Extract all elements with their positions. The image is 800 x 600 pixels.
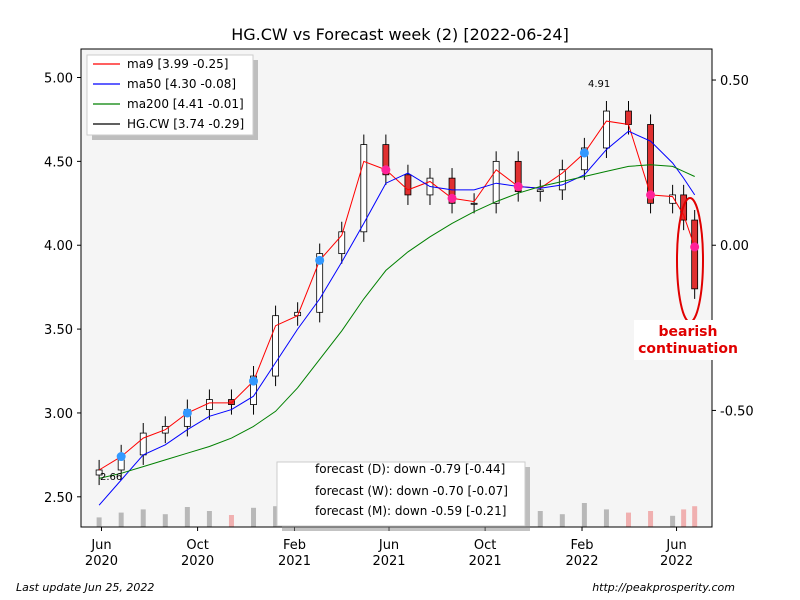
y-left-tick-label: 4.50	[44, 155, 73, 170]
candle-body	[382, 144, 390, 176]
footer-last-update: Last update Jun 25, 2022	[16, 581, 154, 594]
buy-marker	[249, 376, 259, 386]
volume-bar	[251, 507, 257, 527]
x-tick-year: 2021	[372, 554, 405, 569]
y-left-tick-label: 2.50	[44, 491, 73, 506]
volume-bar	[273, 506, 279, 527]
x-tick-year: 2020	[85, 554, 118, 569]
volume-bar	[118, 512, 124, 527]
footer-url: http://peakprosperity.com	[592, 581, 735, 594]
sell-marker	[381, 165, 391, 175]
buy-marker	[116, 452, 126, 462]
candle-body	[514, 160, 522, 192]
volume-bar	[162, 514, 168, 527]
candle-body	[338, 231, 346, 255]
x-tick-month: Oct	[186, 538, 208, 553]
volume-bar	[96, 517, 102, 527]
series-line-ma200	[98, 164, 695, 479]
y-left-tick-label: 3.00	[44, 407, 73, 422]
sell-marker	[513, 182, 523, 192]
sell-marker	[447, 193, 457, 203]
candle-body	[669, 194, 677, 204]
candle-body	[139, 432, 147, 456]
candle-body	[558, 169, 566, 191]
candle-body	[691, 219, 699, 290]
candle-body	[250, 375, 257, 405]
volume-bar	[670, 515, 676, 527]
volume-bar	[692, 506, 698, 527]
candle-body	[272, 315, 279, 377]
candle-body	[448, 177, 456, 204]
y-left-tick-label: 4.00	[44, 239, 73, 254]
volume-bar	[581, 503, 587, 527]
candle-body	[316, 253, 324, 313]
buy-marker	[579, 148, 589, 158]
y-right-tick-label: 0.50	[720, 74, 749, 89]
candle-body	[360, 144, 368, 233]
volume-bar	[559, 514, 565, 527]
low-annotation: 2.66	[100, 472, 122, 483]
x-tick-month: Feb	[283, 538, 306, 553]
legend-label-price: HG.CW [3.74 -0.29]	[127, 117, 244, 131]
volume-bar	[625, 512, 631, 527]
x-tick-year: 2020	[181, 554, 214, 569]
volume-bar	[184, 507, 190, 527]
buy-marker	[182, 408, 192, 418]
x-tick-month: Oct	[474, 538, 496, 553]
sell-marker	[690, 242, 700, 252]
volume-bar	[681, 509, 687, 527]
forecast-daily: forecast (D): down -0.79 [-0.44]	[315, 462, 505, 476]
x-tick-year: 2022	[660, 554, 693, 569]
signal-text-1: bearish	[659, 324, 718, 340]
candle-body	[647, 124, 654, 204]
candle-body	[206, 399, 213, 410]
x-tick-month: Jun	[378, 538, 399, 553]
forecast-monthly: forecast (M): down -0.59 [-0.21]	[315, 504, 506, 518]
buy-marker	[315, 255, 325, 265]
signal-text-2: continuation	[638, 341, 738, 357]
volume-bar	[206, 511, 212, 527]
volume-bar	[648, 511, 654, 527]
y-left-tick-label: 5.00	[44, 72, 73, 87]
x-tick-year: 2021	[469, 554, 502, 569]
x-tick-month: Jun	[665, 538, 686, 553]
candle-body	[625, 110, 632, 125]
signal-bg	[634, 320, 738, 360]
chart-title: HG.CW vs Forecast week (2) [2022-06-24]	[231, 25, 569, 44]
x-tick-year: 2022	[565, 554, 598, 569]
x-tick-year: 2021	[278, 554, 311, 569]
legend-label-ma50: ma50 [4.30 -0.08]	[127, 77, 236, 91]
x-tick-month: Feb	[571, 538, 594, 553]
forecast-weekly: forecast (W): down -0.70 [-0.07]	[315, 484, 508, 498]
series-line-ma9	[98, 120, 696, 471]
volume-bar	[537, 511, 543, 527]
y-right-tick-label: 0.00	[720, 239, 749, 254]
series-line-ma50	[98, 130, 696, 506]
high-annotation: 4.91	[588, 79, 610, 90]
volume-bar	[228, 515, 234, 527]
candle-body	[492, 160, 500, 204]
y-right-tick-label: -0.50	[720, 404, 754, 419]
candle-body	[536, 189, 544, 192]
forecast-box: forecast (D): down -0.79 [-0.44] forecas…	[276, 461, 530, 531]
candle-body	[470, 202, 478, 205]
candle-body	[404, 174, 412, 196]
candle-body	[228, 399, 235, 405]
y-left-tick-label: 3.50	[44, 323, 73, 338]
x-tick-month: Jun	[90, 538, 111, 553]
legend-label-ma200: ma200 [4.41 -0.01]	[127, 97, 244, 111]
candle-body	[580, 147, 588, 171]
volume-bar	[140, 509, 146, 527]
volume-bar	[603, 509, 609, 527]
candle-body	[603, 110, 610, 149]
sell-marker	[646, 190, 656, 200]
legend-label-ma9: ma9 [3.99 -0.25]	[127, 57, 228, 71]
legend: ma9 [3.99 -0.25] ma50 [4.30 -0.08] ma200…	[86, 54, 258, 140]
